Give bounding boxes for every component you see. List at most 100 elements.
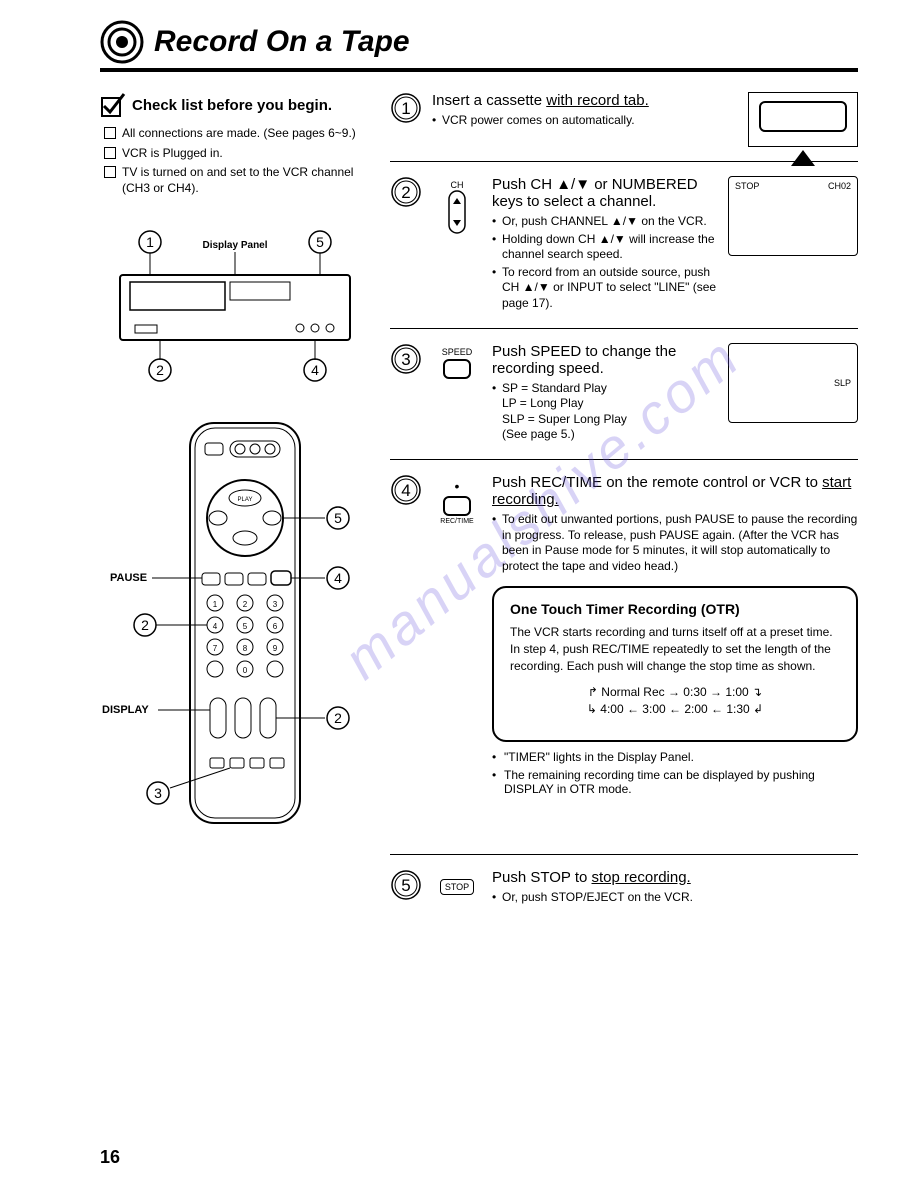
- step-title: Push REC/TIME on the remote control or V…: [492, 474, 858, 508]
- svg-text:PAUSE: PAUSE: [110, 572, 147, 584]
- svg-text:4: 4: [311, 362, 319, 378]
- step-note: VCR power comes on automatically.: [432, 113, 738, 129]
- step-note: Or, push STOP/EJECT on the VCR.: [492, 890, 858, 906]
- step-4: 4 • REC/TIME Push REC/TIME on the remote…: [390, 459, 858, 814]
- otr-post-notes: "TIMER" lights in the Display Panel. The…: [492, 750, 858, 796]
- step-notes: VCR power comes on automatically.: [432, 113, 738, 129]
- step-icon: STOP: [432, 869, 482, 908]
- step-title-text: Insert a cassette: [432, 92, 546, 109]
- step-note: To edit out unwanted portions, push PAUS…: [492, 512, 858, 574]
- vcr-diagram: 1 5 Display Panel 2 4: [100, 230, 370, 390]
- display-right: CH02: [828, 181, 851, 251]
- svg-text:1: 1: [401, 99, 410, 118]
- step-title: Push STOP to stop recording.: [492, 869, 858, 886]
- step-title: Push CH ▲/▼ or NUMBERED keys to select a…: [492, 176, 718, 210]
- otr-title: One Touch Timer Recording (OTR): [510, 600, 840, 620]
- svg-text:4: 4: [213, 622, 218, 631]
- checkbox-icon: [104, 166, 116, 178]
- step-number-icon: 4: [390, 474, 422, 506]
- svg-text:1: 1: [146, 234, 154, 250]
- step-note: Holding down CH ▲/▼ will increase the ch…: [492, 232, 718, 263]
- icon-label: REC/TIME: [440, 518, 473, 525]
- otr-post-note: The remaining recording time can be disp…: [492, 768, 858, 796]
- svg-text:8: 8: [243, 644, 248, 653]
- svg-text:2: 2: [334, 710, 342, 726]
- svg-text:5: 5: [334, 510, 342, 526]
- bullseye-icon: [100, 20, 144, 64]
- svg-text:5: 5: [401, 876, 410, 895]
- step-icon: • REC/TIME: [432, 474, 482, 800]
- checkbox-icon: [104, 127, 116, 139]
- otr-box: One Touch Timer Recording (OTR) The VCR …: [492, 586, 858, 742]
- step-1: 1 Insert a cassette with record tab. VCR…: [390, 92, 858, 161]
- step-notes: Or, push CHANNEL ▲/▼ on the VCR. Holding…: [492, 214, 718, 312]
- step-icon: SPEED: [432, 343, 482, 445]
- display-panel-mock: SLP: [728, 343, 858, 423]
- page-number: 16: [100, 1147, 120, 1168]
- otr-text: The VCR starts recording and turns itsel…: [510, 624, 840, 641]
- cycle-top: Normal Rec → 0:30 → 1:00: [601, 685, 748, 699]
- checklist-text: TV is turned on and set to the VCR chann…: [122, 165, 370, 196]
- speed-button-icon: [443, 359, 471, 379]
- step-number-icon: 1: [390, 92, 422, 124]
- svg-text:4: 4: [401, 481, 410, 500]
- svg-text:PLAY: PLAY: [238, 497, 253, 503]
- svg-text:5: 5: [243, 622, 248, 631]
- step-3: 3 SPEED Push SPEED to change the recordi…: [390, 328, 858, 459]
- checklist-heading: Check list before you begin.: [100, 92, 370, 118]
- svg-text:5: 5: [316, 234, 324, 250]
- step-2: 2 CH Push CH ▲/▼ or NUMBERED keys to sel…: [390, 161, 858, 328]
- svg-text:1: 1: [213, 600, 218, 609]
- remote-diagram: PLAY 1 2 3 4 5 6 7 8 9 0: [100, 413, 370, 853]
- icon-label: SPEED: [442, 347, 473, 357]
- svg-text:0: 0: [243, 666, 248, 675]
- stop-button-icon: STOP: [440, 879, 474, 895]
- step-number-icon: 2: [390, 176, 422, 208]
- display-panel-label: Display Panel: [202, 240, 267, 251]
- svg-text:6: 6: [273, 622, 278, 631]
- step-title-text: Push STOP to: [492, 869, 592, 886]
- step-notes: Or, push STOP/EJECT on the VCR.: [492, 890, 858, 906]
- svg-text:3: 3: [273, 600, 278, 609]
- svg-text:2: 2: [156, 362, 164, 378]
- svg-text:DISPLAY: DISPLAY: [102, 704, 149, 716]
- icon-label: CH: [451, 180, 464, 190]
- step-title: Push SPEED to change the recording speed…: [492, 343, 718, 377]
- step-title-underline: with record tab.: [546, 92, 649, 109]
- step-notes: To edit out unwanted portions, push PAUS…: [492, 512, 858, 574]
- cassette-slot-icon: [748, 92, 858, 147]
- display-left: STOP: [735, 181, 759, 251]
- svg-text:9: 9: [273, 644, 278, 653]
- page-title: Record On a Tape: [154, 25, 410, 59]
- display-right: SLP: [834, 378, 851, 388]
- svg-text:4: 4: [334, 570, 342, 586]
- svg-text:3: 3: [401, 350, 410, 369]
- checklist-item: All connections are made. (See pages 6~9…: [104, 126, 370, 142]
- checklist: All connections are made. (See pages 6~9…: [100, 126, 370, 196]
- step-number-icon: 5: [390, 869, 422, 901]
- svg-text:7: 7: [213, 644, 218, 653]
- step-title-underline: stop recording.: [592, 869, 691, 886]
- display-panel-mock: STOP CH02: [728, 176, 858, 256]
- checklist-text: All connections are made. (See pages 6~9…: [122, 126, 356, 142]
- step-note: Or, push CHANNEL ▲/▼ on the VCR.: [492, 214, 718, 230]
- otr-cycle: ↱ Normal Rec → 0:30 → 1:00 ↴ ↳ 4:00 ← 3:…: [510, 684, 840, 718]
- step-number-icon: 3: [390, 343, 422, 375]
- step-title-text: Push REC/TIME on the remote control or V…: [492, 474, 822, 491]
- svg-text:3: 3: [154, 785, 162, 801]
- checklist-item: VCR is Plugged in.: [104, 146, 370, 162]
- step-title: Insert a cassette with record tab.: [432, 92, 738, 109]
- checklist-heading-text: Check list before you begin.: [132, 97, 332, 114]
- page-header: Record On a Tape: [100, 20, 858, 72]
- cycle-bottom: 4:00 ← 3:00 ← 2:00 ← 1:30: [600, 702, 749, 716]
- left-column: Check list before you begin. All connect…: [100, 92, 370, 921]
- step-icon: CH: [432, 176, 482, 314]
- svg-text:2: 2: [141, 617, 149, 633]
- step-note: To record from an outside source, push C…: [492, 265, 718, 312]
- svg-text:2: 2: [243, 600, 248, 609]
- checkmark-icon: [100, 92, 126, 118]
- step-5: 5 STOP Push STOP to stop recording. Or, …: [390, 855, 858, 922]
- svg-text:2: 2: [401, 183, 410, 202]
- step-note: SP = Standard Play LP = Long Play SLP = …: [492, 381, 718, 443]
- step-notes: SP = Standard Play LP = Long Play SLP = …: [492, 381, 718, 443]
